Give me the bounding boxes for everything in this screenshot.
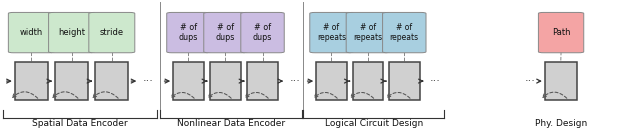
Text: # of
repeats: # of repeats — [353, 23, 383, 42]
FancyBboxPatch shape — [383, 12, 426, 53]
FancyBboxPatch shape — [538, 12, 584, 53]
Text: # of
dups: # of dups — [216, 23, 235, 42]
FancyBboxPatch shape — [15, 62, 48, 100]
Text: # of
dups: # of dups — [179, 23, 198, 42]
Text: ···: ··· — [289, 76, 300, 86]
FancyBboxPatch shape — [89, 12, 135, 53]
FancyBboxPatch shape — [353, 62, 383, 100]
Text: # of
repeats: # of repeats — [317, 23, 346, 42]
FancyBboxPatch shape — [545, 62, 577, 100]
Text: stride: stride — [100, 28, 124, 37]
Text: ···: ··· — [430, 76, 441, 86]
FancyBboxPatch shape — [389, 62, 420, 100]
FancyBboxPatch shape — [241, 12, 284, 53]
Text: height: height — [58, 28, 85, 37]
FancyBboxPatch shape — [310, 12, 353, 53]
Text: ···: ··· — [524, 76, 535, 86]
Text: Phy. Design: Phy. Design — [535, 119, 588, 128]
FancyBboxPatch shape — [55, 62, 88, 100]
Text: Path: Path — [552, 28, 570, 37]
Text: Spatial Data Encoder: Spatial Data Encoder — [32, 119, 128, 128]
Text: width: width — [20, 28, 43, 37]
Text: # of
dups: # of dups — [253, 23, 272, 42]
FancyBboxPatch shape — [95, 62, 129, 100]
Text: Logical Circuit Design: Logical Circuit Design — [324, 119, 423, 128]
Text: # of
repeats: # of repeats — [390, 23, 419, 42]
FancyBboxPatch shape — [173, 62, 204, 100]
FancyBboxPatch shape — [204, 12, 247, 53]
FancyBboxPatch shape — [247, 62, 278, 100]
FancyBboxPatch shape — [210, 62, 241, 100]
FancyBboxPatch shape — [346, 12, 390, 53]
Text: Nonlinear Data Encoder: Nonlinear Data Encoder — [177, 119, 285, 128]
FancyBboxPatch shape — [167, 12, 210, 53]
FancyBboxPatch shape — [8, 12, 54, 53]
Text: ···: ··· — [143, 76, 154, 86]
FancyBboxPatch shape — [316, 62, 347, 100]
FancyBboxPatch shape — [49, 12, 95, 53]
